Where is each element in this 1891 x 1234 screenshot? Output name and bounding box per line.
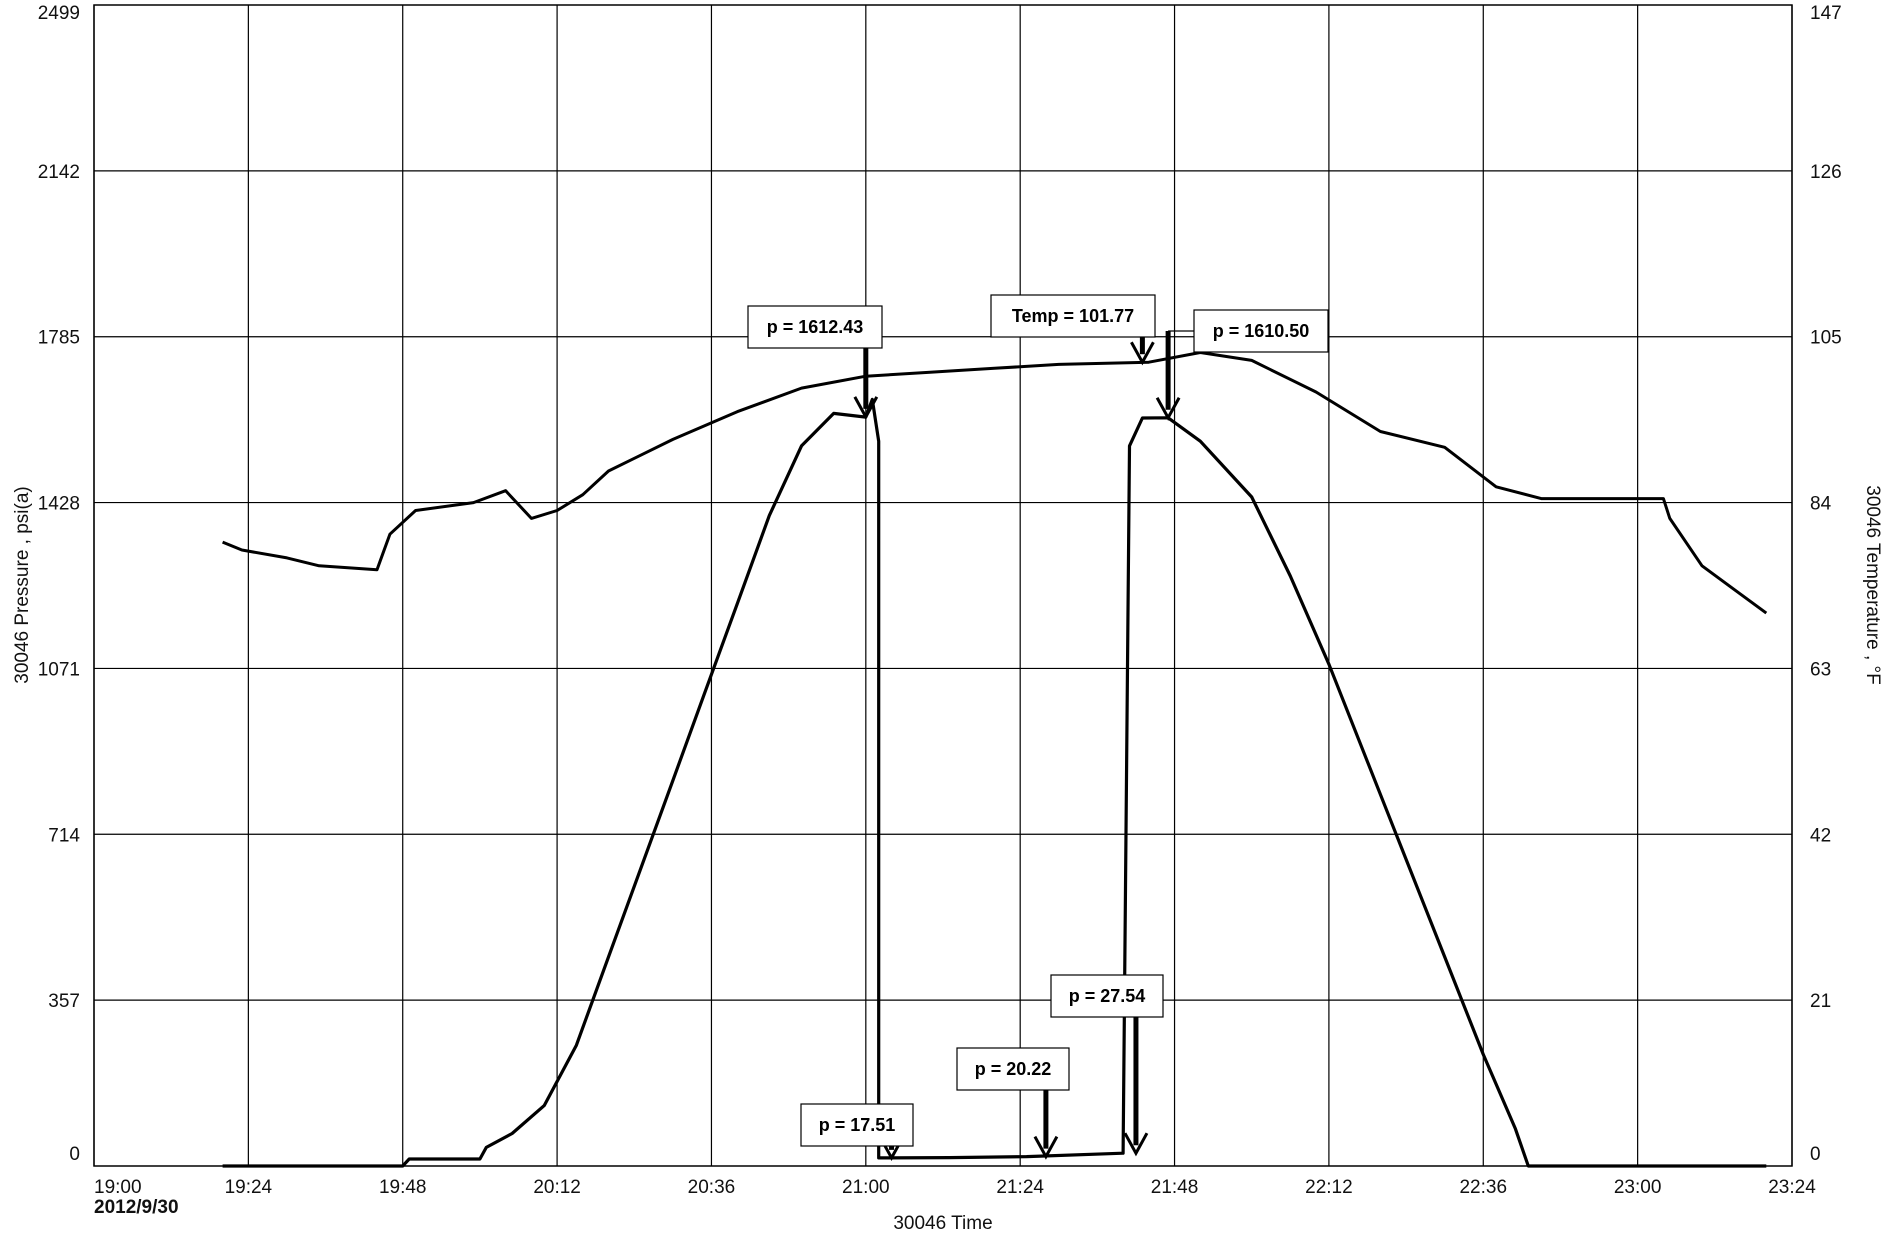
callout: p = 20.22 <box>956 1047 1070 1160</box>
series-line-temperature <box>222 351 1768 615</box>
callout-box <box>747 305 883 349</box>
x-tick-label: 19:00 <box>94 1177 142 1198</box>
annotations-layer: p = 1612.43 Temp = 101.77 p = 1610.50 p = 1… <box>747 294 1329 1161</box>
callout-arrow-head <box>1155 397 1181 421</box>
callout: p = 1612.43 <box>747 305 883 421</box>
x-tick-label: 23:00 <box>1614 1177 1662 1198</box>
x-tick-label: 21:24 <box>996 1177 1044 1198</box>
callout: p = 17.51 <box>800 1103 914 1161</box>
y-tick-label-left: 0 <box>69 1144 80 1165</box>
callout-box <box>990 294 1156 338</box>
y-tick-label-right: 42 <box>1810 825 1831 846</box>
plot-area <box>93 4 1793 1167</box>
callout-box <box>956 1047 1070 1091</box>
y-tick-label-right: 147 <box>1810 3 1842 24</box>
y-tick-label-left: 1428 <box>38 494 80 515</box>
y-tick-label-right: 105 <box>1810 328 1842 349</box>
x-tick-label: 19:48 <box>379 1177 427 1198</box>
x-tick-label: 23:24 <box>1768 1177 1816 1198</box>
y-tick-label-right: 63 <box>1810 659 1831 680</box>
y-axis-title-right: 30046 Temperature , °F <box>1862 485 1883 684</box>
grid <box>93 5 1793 1166</box>
x-tick-label: 19:24 <box>225 1177 273 1198</box>
y-tick-label-right: 84 <box>1810 494 1832 515</box>
callout-box <box>1050 974 1164 1018</box>
x-tick-label: 22:36 <box>1459 1177 1507 1198</box>
callout-arrow-head <box>853 396 879 421</box>
callout-label: p = 27.54 <box>1069 986 1146 1006</box>
series-layer <box>222 351 1768 1168</box>
x-axis-title: 30046 Time <box>893 1213 992 1234</box>
callout-label: p = 17.51 <box>819 1115 896 1135</box>
y-tick-label-left: 2142 <box>38 162 80 183</box>
y-tick-label-right: 21 <box>1810 991 1831 1012</box>
y-tick-label-left: 2499 <box>38 3 80 24</box>
y-axis-title-left: 30046 Pressure , psi(a) <box>12 486 33 684</box>
callout-arrow-head <box>1130 341 1155 366</box>
callout: p = 27.54 <box>1050 974 1164 1157</box>
x-tick-label: 21:00 <box>842 1177 890 1198</box>
y-tick-label-left: 714 <box>48 825 80 846</box>
callout: Temp = 101.77 <box>990 294 1156 366</box>
y-tick-label-left: 1071 <box>38 659 80 680</box>
callout-box <box>800 1103 914 1147</box>
callout-arrow-head <box>1123 1132 1149 1157</box>
x-tick-label: 21:48 <box>1151 1177 1199 1198</box>
date-label: 2012/9/30 <box>94 1197 179 1218</box>
y-tick-label-right: 126 <box>1810 162 1842 183</box>
callout-label: p = 1612.43 <box>767 317 864 337</box>
x-tick-label: 20:12 <box>533 1177 581 1198</box>
callout-box <box>1193 309 1329 353</box>
callout: p = 1610.50 <box>1155 309 1329 421</box>
x-tick-label: 22:12 <box>1305 1177 1353 1198</box>
ticks-layer: 19:00 19:24 19:48 20:12 20:36 21:00 21:24 21:48… <box>38 3 1842 1198</box>
callout-label: p = 1610.50 <box>1213 321 1310 341</box>
callout-arrow-head <box>1033 1135 1059 1160</box>
callout-label: Temp = 101.77 <box>1012 306 1134 326</box>
callout-label: p = 20.22 <box>975 1059 1052 1079</box>
y-tick-label-right: 0 <box>1810 1144 1821 1165</box>
series-line-pressure <box>222 397 1767 1168</box>
y-tick-label-left: 357 <box>48 991 80 1012</box>
y-tick-label-left: 1785 <box>38 328 80 349</box>
x-tick-label: 20:36 <box>688 1177 736 1198</box>
